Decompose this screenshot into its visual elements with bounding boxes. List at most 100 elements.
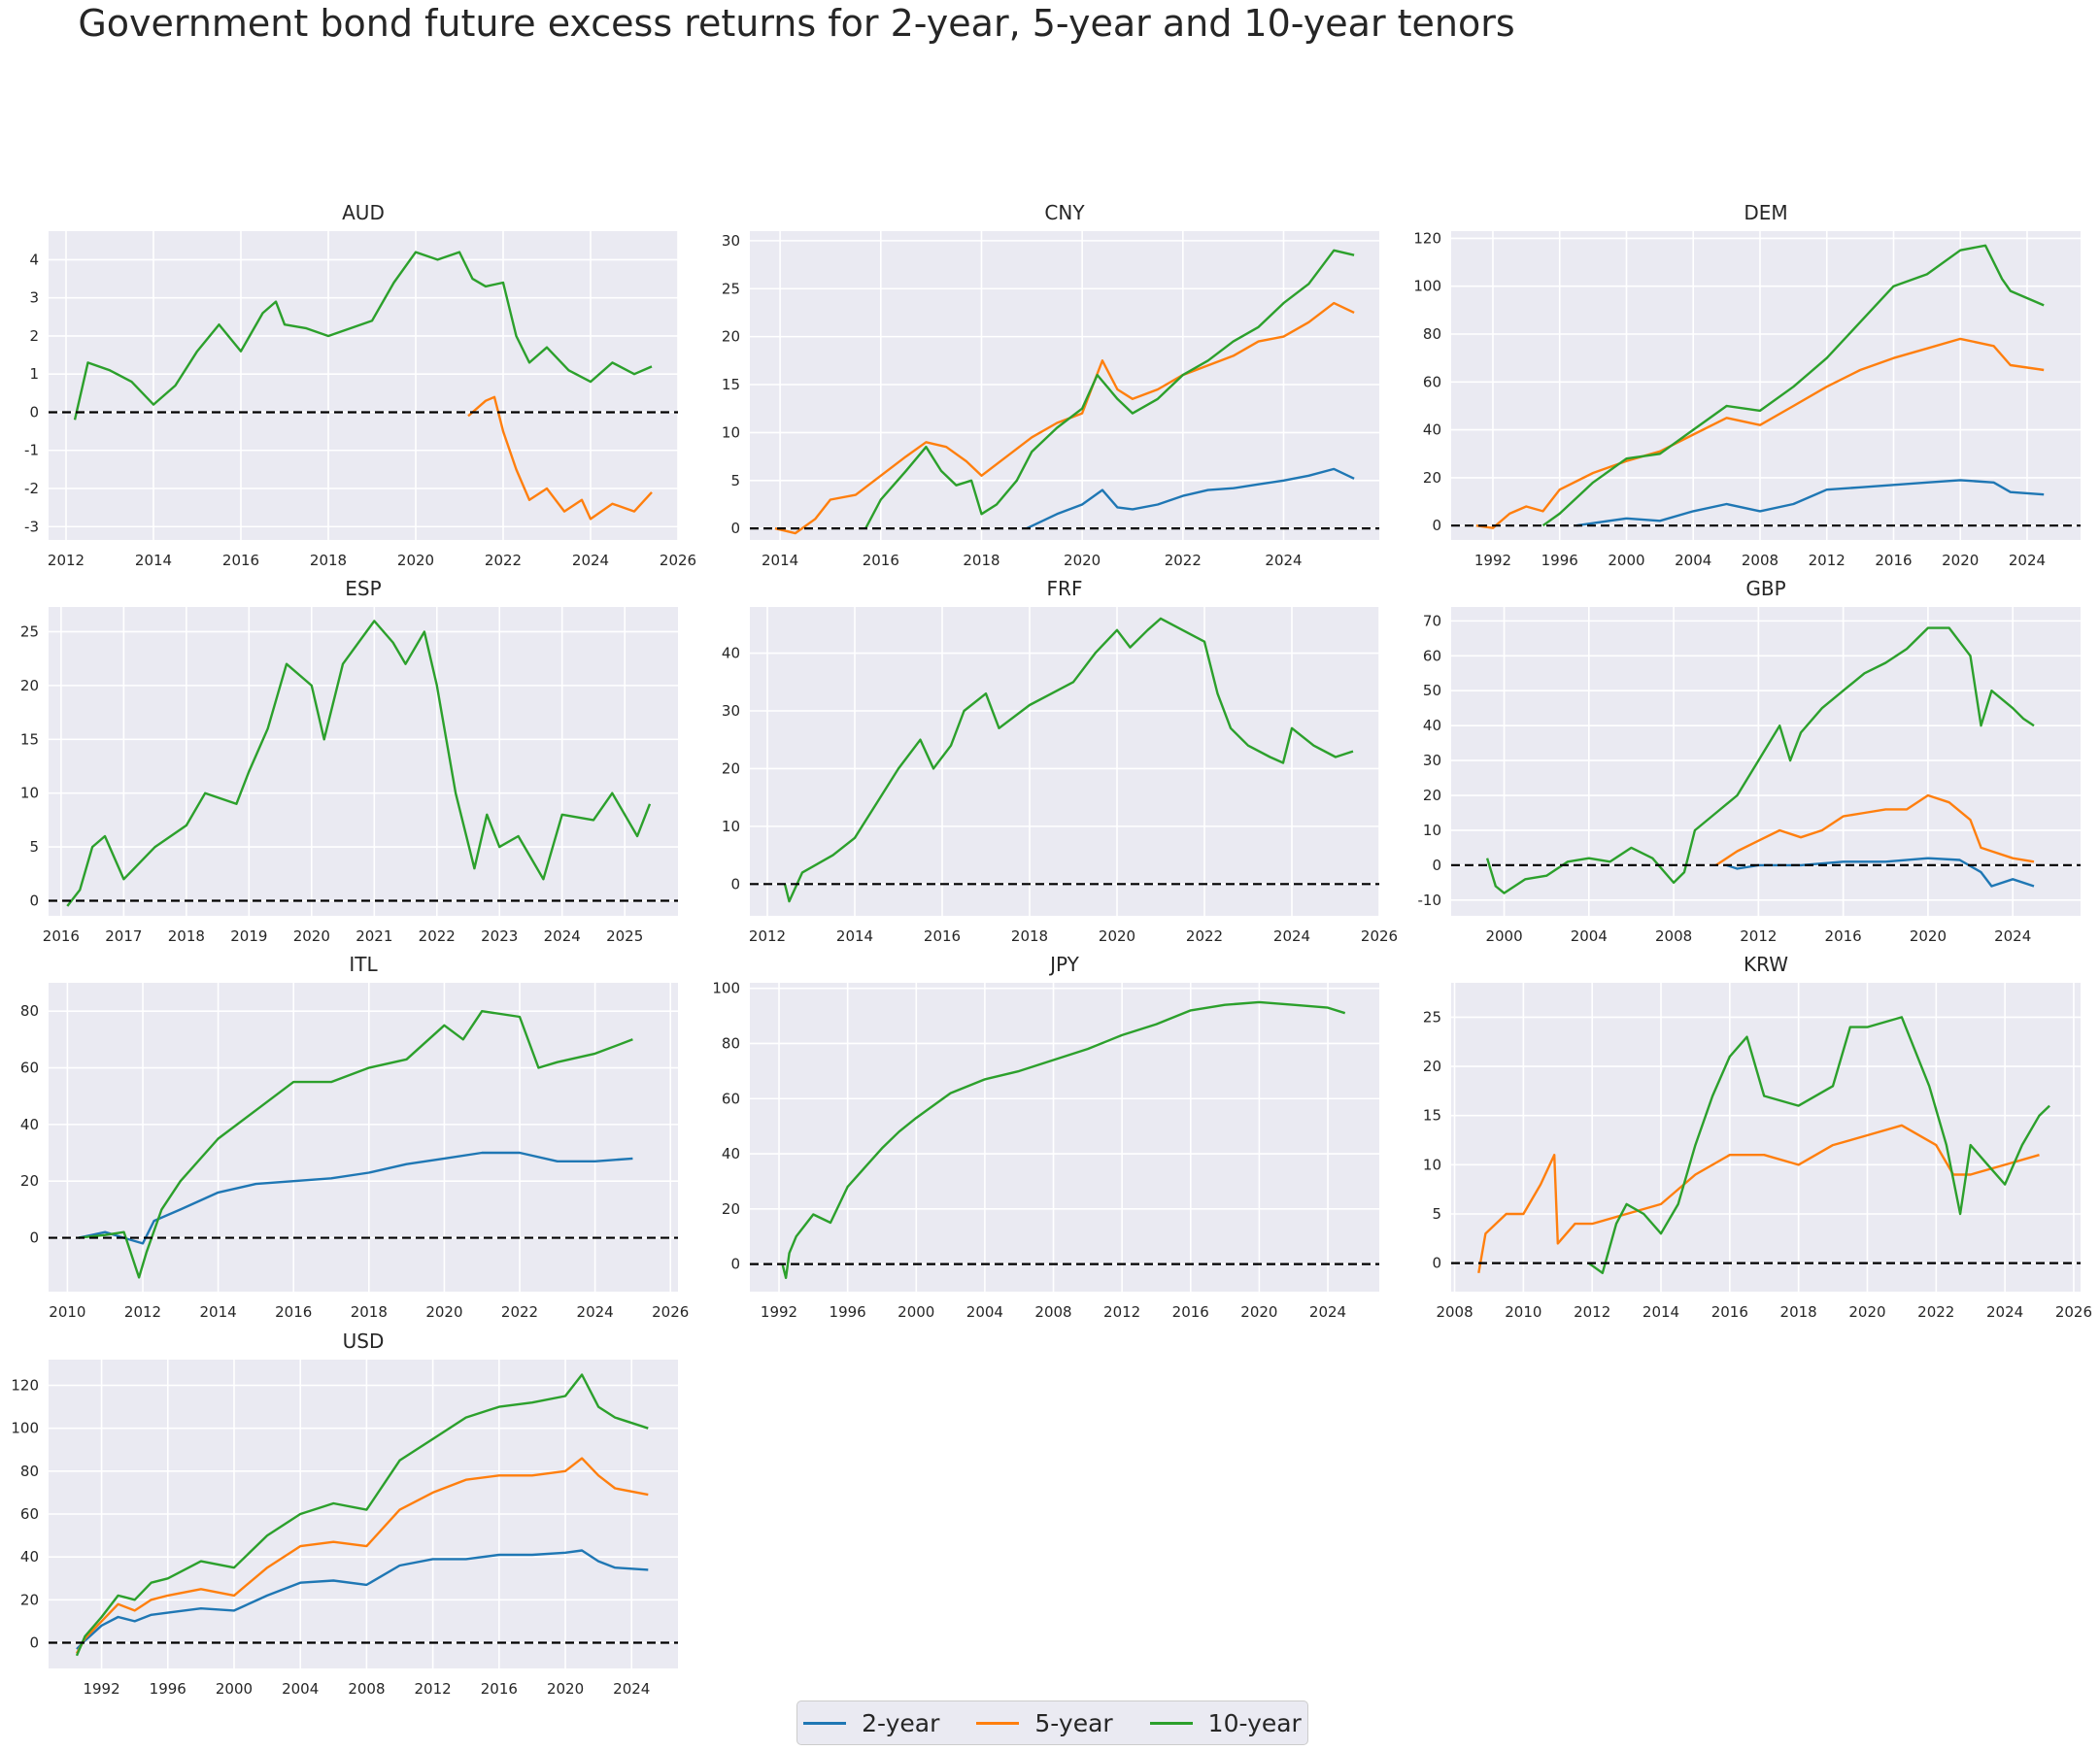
y-tick-label: 50 bbox=[1423, 682, 1441, 699]
y-tick-label: 3 bbox=[29, 289, 39, 307]
x-tick-label: 2024 bbox=[1273, 927, 1310, 945]
y-tick-label: 5 bbox=[1432, 1205, 1441, 1223]
y-tick-label: 10 bbox=[20, 785, 39, 802]
y-tick-label: 5 bbox=[730, 472, 740, 489]
plot-area-jpy bbox=[750, 983, 1379, 1292]
x-tick-label: 2024 bbox=[544, 927, 581, 945]
x-tick-label: 2018 bbox=[168, 927, 205, 945]
y-tick-label: 10 bbox=[1423, 1156, 1441, 1173]
y-tick-label: 10 bbox=[1423, 822, 1441, 839]
x-tick-label: 1996 bbox=[830, 1303, 866, 1321]
x-tick-label: 2024 bbox=[1986, 1303, 2023, 1321]
x-tick-label: 2026 bbox=[660, 552, 696, 569]
y-tick-label: 30 bbox=[1423, 752, 1441, 769]
x-tick-label: 2000 bbox=[1608, 552, 1644, 569]
plot-area-esp bbox=[49, 607, 678, 916]
x-tick-label: 2022 bbox=[1165, 552, 1202, 569]
y-tick-label: 0 bbox=[29, 1229, 39, 1247]
x-tick-label: 2022 bbox=[501, 1303, 538, 1321]
panel-title: KRW bbox=[1744, 953, 1788, 976]
x-tick-label: 2022 bbox=[1917, 1303, 1954, 1321]
x-tick-label: 2020 bbox=[397, 552, 434, 569]
y-tick-label: -2 bbox=[24, 480, 39, 497]
panel-gbp: 2000 2004 2008 2012 2016 2020 2024 -10 0 10 20 30 40… bbox=[1418, 577, 2081, 945]
x-tick-label: 2024 bbox=[1994, 927, 2031, 945]
series-group-dem bbox=[1475, 244, 2045, 529]
y-tick-label: -1 bbox=[24, 442, 39, 459]
series-line-10-year bbox=[1541, 244, 2045, 527]
y-tick-label: 40 bbox=[1423, 421, 1441, 439]
y-tick-label: 100 bbox=[1413, 278, 1441, 295]
series-line-5-year bbox=[75, 1457, 649, 1655]
x-tick-label: 2020 bbox=[425, 1303, 462, 1321]
series-line-2-year bbox=[78, 1151, 633, 1245]
series-line-10-year bbox=[73, 251, 653, 421]
x-tick-label: 2018 bbox=[1780, 1303, 1817, 1321]
x-tick-label: 2012 bbox=[749, 927, 786, 945]
y-tick-label: 80 bbox=[20, 1463, 39, 1480]
x-tick-label: 2008 bbox=[1655, 927, 1692, 945]
x-tick-label: 2019 bbox=[230, 927, 267, 945]
x-tick-label: 2004 bbox=[1571, 927, 1608, 945]
x-tick-label: 2008 bbox=[1436, 1303, 1473, 1321]
x-tick-label: 2022 bbox=[485, 552, 522, 569]
panel-title: AUD bbox=[342, 201, 385, 224]
x-tick-label: 2024 bbox=[1265, 552, 1302, 569]
x-tick-label: 2016 bbox=[1172, 1303, 1209, 1321]
legend-swatch-2-year bbox=[803, 1721, 847, 1725]
series-group-jpy bbox=[781, 1000, 1346, 1279]
y-tick-label: 40 bbox=[20, 1116, 39, 1133]
x-tick-label: 2014 bbox=[762, 552, 798, 569]
x-tick-label: 2010 bbox=[49, 1303, 85, 1321]
y-tick-label: 10 bbox=[722, 818, 740, 835]
x-tick-label: 2017 bbox=[105, 927, 142, 945]
y-tick-label: 120 bbox=[11, 1377, 39, 1395]
x-tick-label: 2012 bbox=[1103, 1303, 1140, 1321]
plot-area-dem bbox=[1451, 231, 2081, 540]
series-line-5-year bbox=[774, 301, 1355, 535]
x-tick-label: 2008 bbox=[348, 1680, 385, 1698]
x-tick-label: 2012 bbox=[1574, 1303, 1610, 1321]
series-line-10-year bbox=[78, 1010, 633, 1279]
panel-krw: 2008 2010 2012 2014 2016 2018 2020 2022 2024 2026… bbox=[1423, 953, 2092, 1321]
x-tick-label: 1996 bbox=[1541, 552, 1578, 569]
x-tick-label: 1996 bbox=[150, 1680, 186, 1698]
series-line-5-year bbox=[1475, 337, 2045, 529]
y-tick-label: 70 bbox=[1423, 612, 1441, 629]
series-line-2-year bbox=[76, 1549, 649, 1650]
y-tick-label: 0 bbox=[1432, 517, 1441, 534]
y-tick-label: 60 bbox=[20, 1060, 39, 1077]
panel-title: ITL bbox=[349, 953, 378, 976]
x-tick-label: 2018 bbox=[963, 552, 999, 569]
y-tick-label: 1 bbox=[29, 365, 39, 383]
legend: 2-year 5-year 10-year bbox=[796, 1700, 1308, 1745]
x-tick-label: 2026 bbox=[1361, 927, 1398, 945]
y-tick-label: 25 bbox=[1423, 1008, 1441, 1026]
series-group-frf bbox=[783, 617, 1354, 903]
y-tick-label: 25 bbox=[20, 623, 39, 640]
figure-title: Government bond future excess returns fo… bbox=[78, 2, 1515, 45]
x-tick-label: 2016 bbox=[863, 552, 899, 569]
x-tick-label: 2022 bbox=[419, 927, 456, 945]
x-tick-label: 2016 bbox=[43, 927, 80, 945]
x-tick-label: 2025 bbox=[606, 927, 643, 945]
panel-jpy: 1992 1996 2000 2004 2008 2012 2016 2020 2024 0 20 4… bbox=[712, 953, 1379, 1321]
y-tick-label: 0 bbox=[730, 1256, 740, 1273]
x-tick-label: 2024 bbox=[2009, 552, 2046, 569]
x-tick-label: 2020 bbox=[1099, 927, 1135, 945]
panel-dem: 1992 1996 2000 2004 2008 2012 2016 2020 2024 0 20 4… bbox=[1413, 201, 2081, 569]
x-tick-label: 2024 bbox=[1309, 1303, 1346, 1321]
series-line-5-year bbox=[467, 395, 653, 521]
y-tick-label: 4 bbox=[29, 251, 39, 268]
y-tick-label: 5 bbox=[29, 838, 39, 856]
panel-title: FRF bbox=[1047, 577, 1083, 600]
x-tick-label: 2012 bbox=[48, 552, 85, 569]
panel-itl: 2010 2012 2014 2016 2018 2020 2022 2024 2026 0 20 4… bbox=[20, 953, 689, 1321]
y-tick-label: 0 bbox=[29, 403, 39, 421]
y-tick-label: 20 bbox=[20, 1591, 39, 1608]
x-tick-label: 2018 bbox=[310, 552, 347, 569]
x-tick-label: 2020 bbox=[1240, 1303, 1277, 1321]
y-tick-label: 0 bbox=[730, 520, 740, 537]
series-line-10-year bbox=[1485, 626, 2035, 894]
